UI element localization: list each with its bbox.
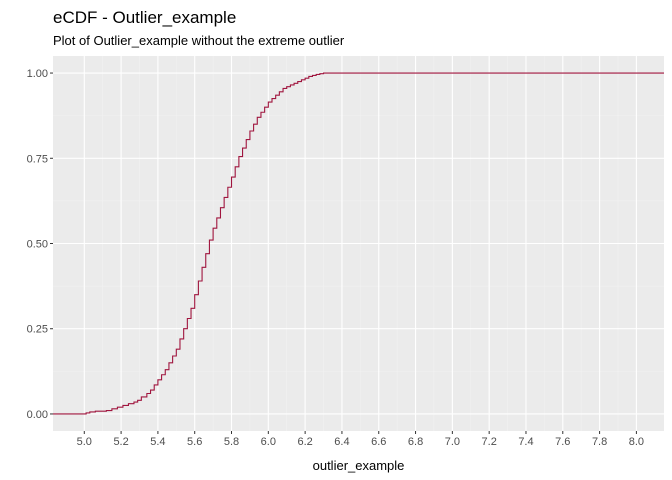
series-layer: [53, 72, 664, 415]
x-tick-label: 6.2: [297, 436, 312, 448]
y-tick-label: 0.50: [27, 239, 48, 251]
y-tick-label: 0.00: [27, 409, 48, 421]
grid-lines: [53, 56, 664, 431]
x-tick-label: 5.6: [187, 436, 202, 448]
x-tick-label: 5.4: [150, 436, 165, 448]
x-tick-label: 7.4: [518, 436, 533, 448]
axis-layer: 5.0 5.2 5.4 5.6 5.8 6.0 6.2 6.4 6.6 6.8 7.0 7.2 7.4 7…: [27, 68, 644, 448]
x-tick-label: 7.6: [555, 436, 570, 448]
y-tick-label: 1.00: [27, 68, 48, 80]
y-tick-label: 0.75: [27, 153, 48, 165]
x-tick-label: 5.8: [224, 436, 239, 448]
y-tick-label: 0.25: [27, 324, 48, 336]
x-tick-label: 6.8: [408, 436, 423, 448]
x-axis-title: outlier_example: [313, 458, 405, 473]
x-tick-label: 5.2: [113, 436, 128, 448]
chart-title: eCDF - Outlier_example: [53, 8, 236, 27]
x-tick-label: 6.6: [371, 436, 386, 448]
x-tick-label: 7.8: [592, 436, 607, 448]
x-tick-label: 7.2: [482, 436, 497, 448]
ecdf-step-line: [53, 72, 664, 415]
x-tick-label: 7.0: [445, 436, 460, 448]
chart-subtitle: Plot of Outlier_example without the extr…: [53, 33, 345, 48]
x-tick-label: 5.0: [77, 436, 92, 448]
x-tick-label: 6.0: [261, 436, 276, 448]
x-tick-label: 6.4: [334, 436, 349, 448]
x-tick-label: 8.0: [629, 436, 644, 448]
